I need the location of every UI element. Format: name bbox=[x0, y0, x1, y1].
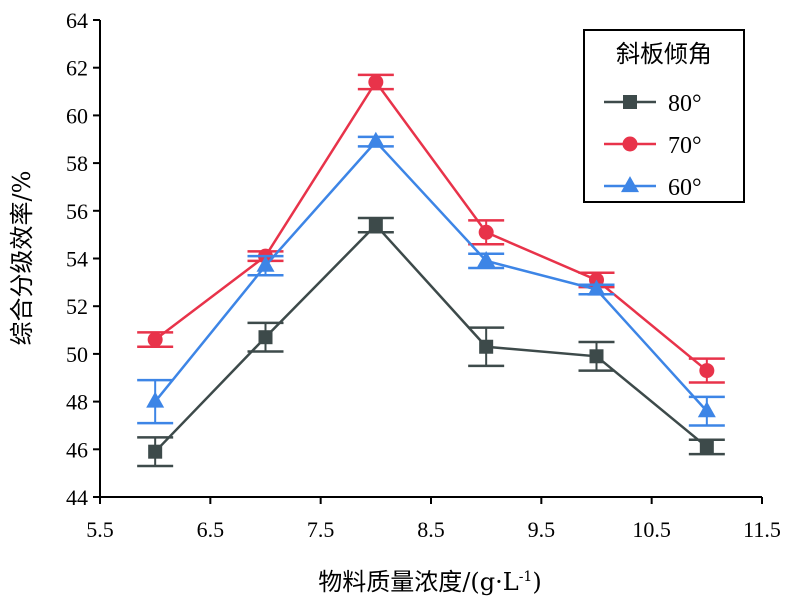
y-tick-label-1: 46 bbox=[66, 437, 88, 462]
x-tick-label-3: 8.5 bbox=[417, 517, 445, 542]
y-tick-label-2: 48 bbox=[66, 390, 88, 415]
tick-marks bbox=[93, 19, 763, 504]
x-tick-label-6: 11.5 bbox=[743, 517, 781, 542]
data-point-1-5 bbox=[699, 363, 715, 379]
legend-entry-0: 80° bbox=[604, 91, 702, 117]
x-tick-label-1: 6.5 bbox=[197, 517, 225, 542]
x-tick-label-0: 5.5 bbox=[86, 517, 114, 542]
y-tick-label-0: 44 bbox=[66, 485, 88, 510]
x-tick-label-2: 7.5 bbox=[307, 517, 335, 542]
x-axis-title-main: 物料质量浓度/(g·L bbox=[318, 568, 518, 596]
legend-title: 斜板倾角 bbox=[616, 40, 712, 68]
y-tick-label-10: 64 bbox=[66, 8, 88, 33]
x-tick-label-5: 10.5 bbox=[632, 517, 671, 542]
data-point-1-0 bbox=[147, 332, 163, 348]
y-tick-label-8: 60 bbox=[66, 103, 88, 128]
data-point-0-3 bbox=[479, 339, 494, 354]
y-tick-label-3: 50 bbox=[66, 342, 88, 367]
data-point-2-1 bbox=[256, 255, 275, 272]
data-point-2-2 bbox=[366, 131, 385, 148]
y-tick-label-9: 62 bbox=[66, 56, 88, 81]
x-tick-label-4: 9.5 bbox=[528, 517, 556, 542]
series-triangle bbox=[137, 131, 725, 427]
data-point-1-2 bbox=[368, 74, 384, 90]
legend-label: 60° bbox=[668, 175, 702, 201]
series-layer bbox=[137, 73, 725, 468]
x-axis-title-end: ) bbox=[532, 568, 541, 596]
legend-label: 80° bbox=[668, 91, 702, 117]
data-point-0-1 bbox=[258, 330, 273, 345]
legend-marker-triangle bbox=[621, 176, 639, 193]
series-line-0 bbox=[154, 223, 708, 453]
legend-marker-square bbox=[623, 95, 637, 109]
legend-entry-1: 70° bbox=[604, 133, 702, 159]
data-point-0-4 bbox=[589, 349, 604, 364]
legend-label: 70° bbox=[668, 133, 702, 159]
legend-box bbox=[583, 29, 745, 203]
x-axis-title: 物料质量浓度/(g·L-1) bbox=[318, 568, 541, 596]
data-point-2-3 bbox=[477, 250, 496, 267]
data-point-2-0 bbox=[146, 391, 165, 408]
legend-marker-circle bbox=[622, 136, 638, 152]
x-axis-title-superscript: -1 bbox=[519, 569, 533, 585]
data-point-2-4 bbox=[587, 279, 606, 296]
series-line-1 bbox=[154, 79, 708, 372]
series-line-2 bbox=[154, 139, 708, 412]
y-axis-title-group: 综合分级效率/% bbox=[8, 171, 36, 346]
y-tick-label-6: 56 bbox=[66, 199, 88, 224]
data-point-1-3 bbox=[478, 224, 494, 240]
tick-labels: 44 46 48 50 52 54 56 58 60 62 64 5.5 6.5 7.5 8.5 9.5 10.… bbox=[66, 8, 781, 542]
legend: 斜板倾角 80° 70° 60° bbox=[583, 29, 745, 203]
y-tick-label-7: 58 bbox=[66, 151, 88, 176]
data-point-2-5 bbox=[697, 401, 716, 418]
data-point-0-2 bbox=[368, 218, 383, 233]
legend-entry-2: 60° bbox=[604, 175, 702, 201]
y-tick-label-5: 54 bbox=[66, 247, 88, 272]
data-point-0-0 bbox=[148, 444, 163, 459]
y-axis-title: 综合分级效率/% bbox=[8, 171, 36, 346]
y-tick-label-4: 52 bbox=[66, 294, 88, 319]
data-point-0-5 bbox=[699, 439, 714, 454]
series-square bbox=[137, 216, 725, 468]
